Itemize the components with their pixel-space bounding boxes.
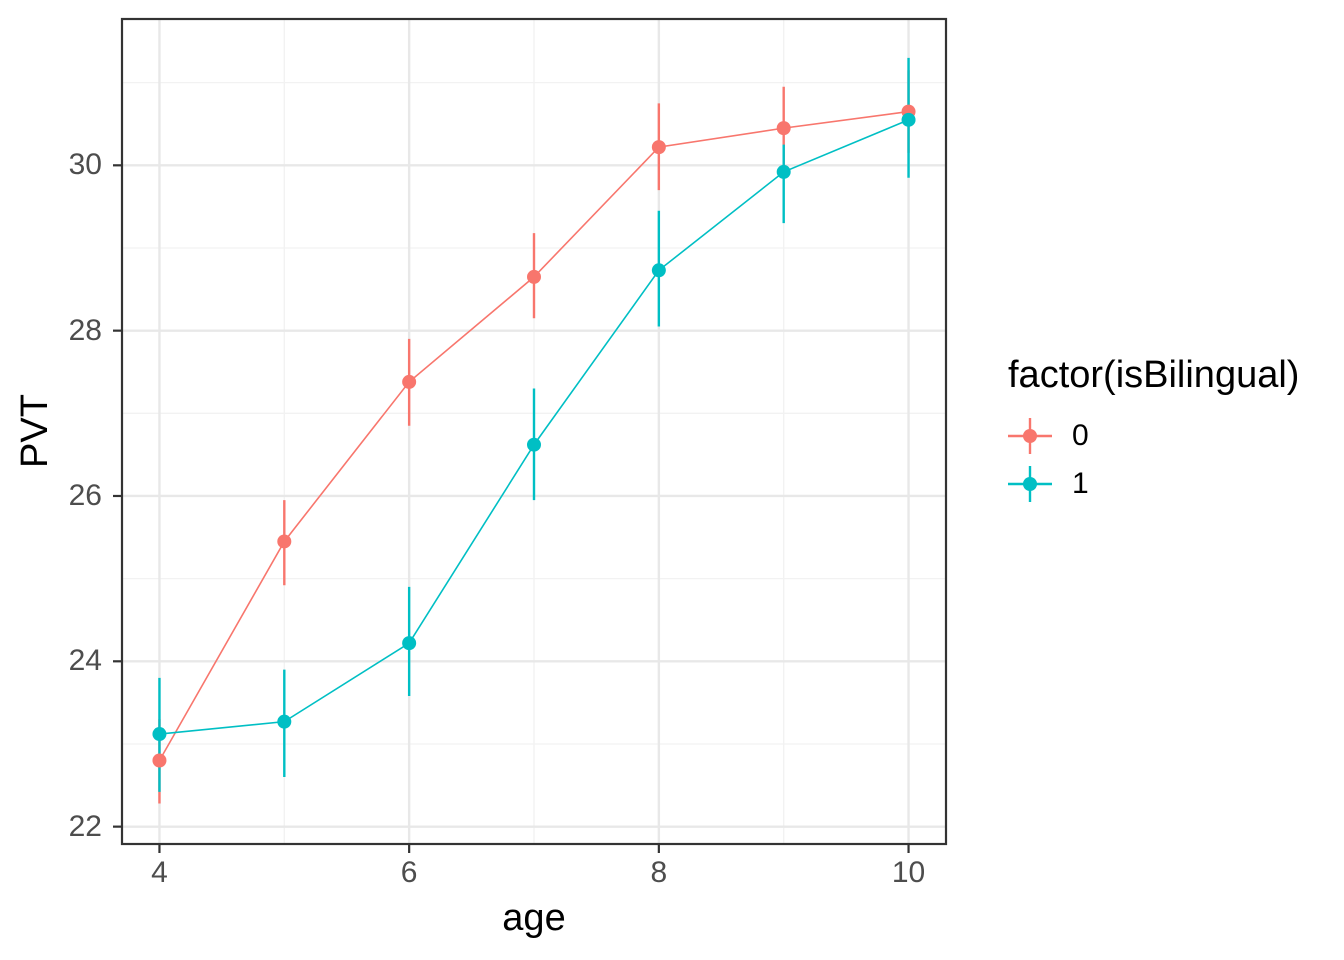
data-point-series-1: [152, 727, 167, 742]
legend-label: 0: [1072, 419, 1089, 452]
y-tick-label: 26: [68, 478, 102, 512]
legend-entry-1: 1: [1008, 460, 1344, 508]
data-point-series-1: [402, 636, 417, 651]
data-point-series-1: [776, 164, 791, 179]
panel-border: [120, 17, 948, 846]
x-axis-title: age: [502, 897, 566, 939]
y-tick-label: 30: [68, 148, 102, 182]
data-point-series-0: [277, 534, 292, 549]
legend-label: 1: [1072, 467, 1089, 500]
legend-title: factor(isBilingual): [1008, 354, 1300, 396]
data-point-series-0: [152, 753, 167, 768]
y-axis-title: PVT: [14, 394, 56, 468]
x-tick-label: 10: [891, 856, 926, 889]
data-point-series-1: [651, 263, 666, 278]
data-point-series-0: [527, 269, 541, 284]
data-point-series-1: [901, 112, 916, 127]
x-tick-label: 6: [400, 856, 418, 889]
x-tick-label: 4: [151, 856, 168, 889]
legend-entry-0: 0: [1008, 412, 1344, 460]
y-tick-label: 22: [68, 809, 102, 843]
y-tick-label: 28: [68, 313, 102, 347]
data-point-series-0: [651, 140, 666, 155]
y-tick-label: 24: [68, 644, 102, 678]
data-point-series-1: [527, 437, 541, 452]
data-point-series-0: [776, 121, 791, 136]
pointrange-key-icon: [1008, 418, 1052, 454]
data-point-series-1: [277, 714, 292, 729]
pointrange-key-icon: [1008, 466, 1052, 502]
data-point-series-0: [402, 374, 417, 389]
x-tick-label: 8: [650, 856, 668, 889]
